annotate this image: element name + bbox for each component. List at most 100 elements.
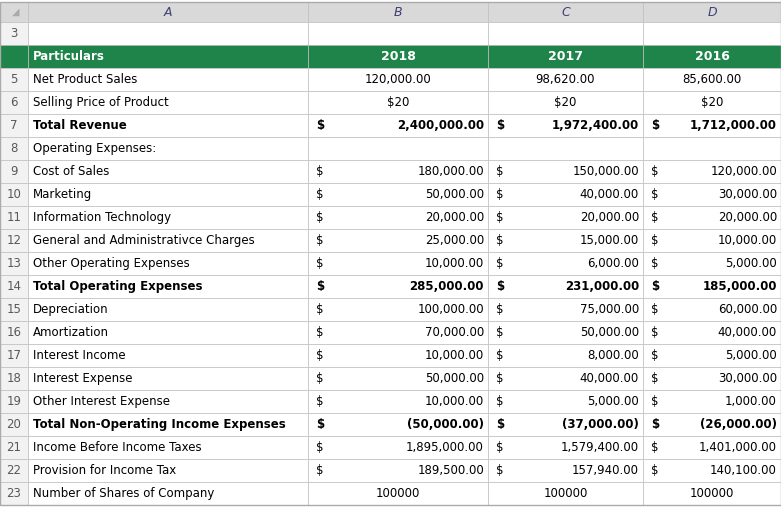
Bar	[28, 68, 308, 91]
Text: $: $	[496, 165, 504, 178]
Text: 50,000.00: 50,000.00	[425, 372, 484, 385]
Text: $: $	[651, 464, 658, 477]
Bar	[308, 183, 488, 206]
Bar	[308, 68, 488, 91]
Text: 23: 23	[6, 487, 21, 500]
Bar	[643, 344, 781, 367]
Text: $: $	[316, 165, 323, 178]
Text: 15: 15	[6, 303, 21, 316]
Bar	[0, 275, 28, 298]
Text: Provision for Income Tax: Provision for Income Tax	[33, 464, 177, 477]
Bar	[488, 137, 643, 160]
Text: 6,000.00: 6,000.00	[587, 257, 639, 270]
Bar	[308, 275, 488, 298]
Text: Other Operating Expenses: Other Operating Expenses	[33, 257, 190, 270]
Bar	[488, 413, 643, 436]
Text: $: $	[651, 441, 658, 454]
Text: $: $	[651, 211, 658, 224]
Text: 5,000.00: 5,000.00	[726, 349, 777, 362]
Text: $: $	[496, 349, 504, 362]
Bar	[308, 344, 488, 367]
Bar	[0, 68, 28, 91]
Bar	[0, 160, 28, 183]
Text: $: $	[651, 303, 658, 316]
Bar	[308, 114, 488, 137]
Text: $: $	[496, 395, 504, 408]
Bar	[488, 321, 643, 344]
Text: $: $	[651, 280, 659, 293]
Text: 100000: 100000	[376, 487, 420, 500]
Text: $: $	[496, 211, 504, 224]
Bar	[488, 390, 643, 413]
Bar	[0, 229, 28, 252]
Bar	[28, 114, 308, 137]
Bar	[28, 436, 308, 459]
Bar	[0, 344, 28, 367]
Bar	[488, 459, 643, 482]
Text: $20: $20	[555, 96, 576, 109]
Text: 8: 8	[10, 142, 18, 155]
Text: Income Before Income Taxes: Income Before Income Taxes	[33, 441, 201, 454]
Text: 120,000.00: 120,000.00	[365, 73, 431, 86]
Text: $: $	[496, 188, 504, 201]
Bar	[643, 114, 781, 137]
Text: 70,000.00: 70,000.00	[425, 326, 484, 339]
Bar	[488, 183, 643, 206]
Text: Cost of Sales: Cost of Sales	[33, 165, 109, 178]
Text: 25,000.00: 25,000.00	[425, 234, 484, 247]
Text: 100000: 100000	[690, 487, 734, 500]
Bar	[28, 252, 308, 275]
Text: $: $	[651, 372, 658, 385]
Text: $: $	[496, 372, 504, 385]
Bar	[0, 367, 28, 390]
Text: 40,000.00: 40,000.00	[580, 188, 639, 201]
Bar	[0, 183, 28, 206]
Text: $: $	[316, 349, 323, 362]
Text: 1,000.00: 1,000.00	[725, 395, 777, 408]
Bar	[0, 114, 28, 137]
Text: 20,000.00: 20,000.00	[580, 211, 639, 224]
Bar	[0, 206, 28, 229]
Text: Number of Shares of Company: Number of Shares of Company	[33, 487, 214, 500]
Bar	[308, 321, 488, 344]
Text: $: $	[496, 464, 504, 477]
Text: 2017: 2017	[548, 50, 583, 63]
Text: Other Interest Expense: Other Interest Expense	[33, 395, 170, 408]
Text: Total Non-Operating Income Expenses: Total Non-Operating Income Expenses	[33, 418, 286, 431]
Bar	[308, 160, 488, 183]
Bar	[28, 298, 308, 321]
Bar	[0, 252, 28, 275]
Text: ◢: ◢	[12, 7, 20, 17]
Bar	[0, 137, 28, 160]
Text: Particulars: Particulars	[33, 50, 105, 63]
Bar	[643, 298, 781, 321]
Text: $: $	[651, 349, 658, 362]
Text: 60,000.00: 60,000.00	[718, 303, 777, 316]
Bar	[488, 206, 643, 229]
Text: Total Revenue: Total Revenue	[33, 119, 127, 132]
Bar	[308, 22, 488, 45]
Text: Net Product Sales: Net Product Sales	[33, 73, 137, 86]
Text: Depreciation: Depreciation	[33, 303, 109, 316]
Bar	[643, 367, 781, 390]
Text: 19: 19	[6, 395, 22, 408]
Bar	[643, 436, 781, 459]
Text: 18: 18	[6, 372, 21, 385]
Bar	[0, 413, 28, 436]
Text: 16: 16	[6, 326, 22, 339]
Text: 231,000.00: 231,000.00	[565, 280, 639, 293]
Text: 17: 17	[6, 349, 22, 362]
Text: 22: 22	[6, 464, 22, 477]
Bar	[643, 459, 781, 482]
Bar	[488, 22, 643, 45]
Bar	[308, 436, 488, 459]
Text: $: $	[651, 188, 658, 201]
Text: 40,000.00: 40,000.00	[580, 372, 639, 385]
Text: Amortization: Amortization	[33, 326, 109, 339]
Bar	[643, 68, 781, 91]
Bar	[28, 183, 308, 206]
Bar	[308, 206, 488, 229]
Bar	[28, 160, 308, 183]
Bar	[0, 482, 28, 505]
Text: $: $	[316, 464, 323, 477]
